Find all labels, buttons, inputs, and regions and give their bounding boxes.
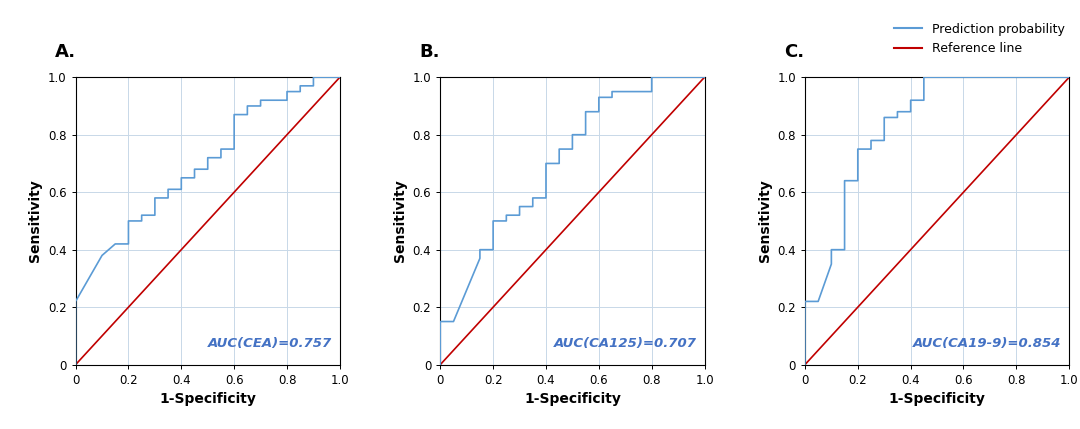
Text: AUC(CA19-9)=0.854: AUC(CA19-9)=0.854	[913, 337, 1062, 350]
Legend: Prediction probability, Reference line: Prediction probability, Reference line	[891, 19, 1068, 59]
Y-axis label: Sensitivity: Sensitivity	[28, 180, 42, 262]
X-axis label: 1-Specificity: 1-Specificity	[159, 392, 256, 406]
Text: B.: B.	[419, 43, 440, 61]
Text: AUC(CEA)=0.757: AUC(CEA)=0.757	[207, 337, 332, 350]
Y-axis label: Sensitivity: Sensitivity	[393, 180, 407, 262]
Text: C.: C.	[784, 43, 804, 61]
X-axis label: 1-Specificity: 1-Specificity	[524, 392, 621, 406]
Text: AUC(CA125)=0.707: AUC(CA125)=0.707	[554, 337, 697, 350]
Text: A.: A.	[54, 43, 76, 61]
Y-axis label: Sensitivity: Sensitivity	[758, 180, 772, 262]
X-axis label: 1-Specificity: 1-Specificity	[889, 392, 986, 406]
